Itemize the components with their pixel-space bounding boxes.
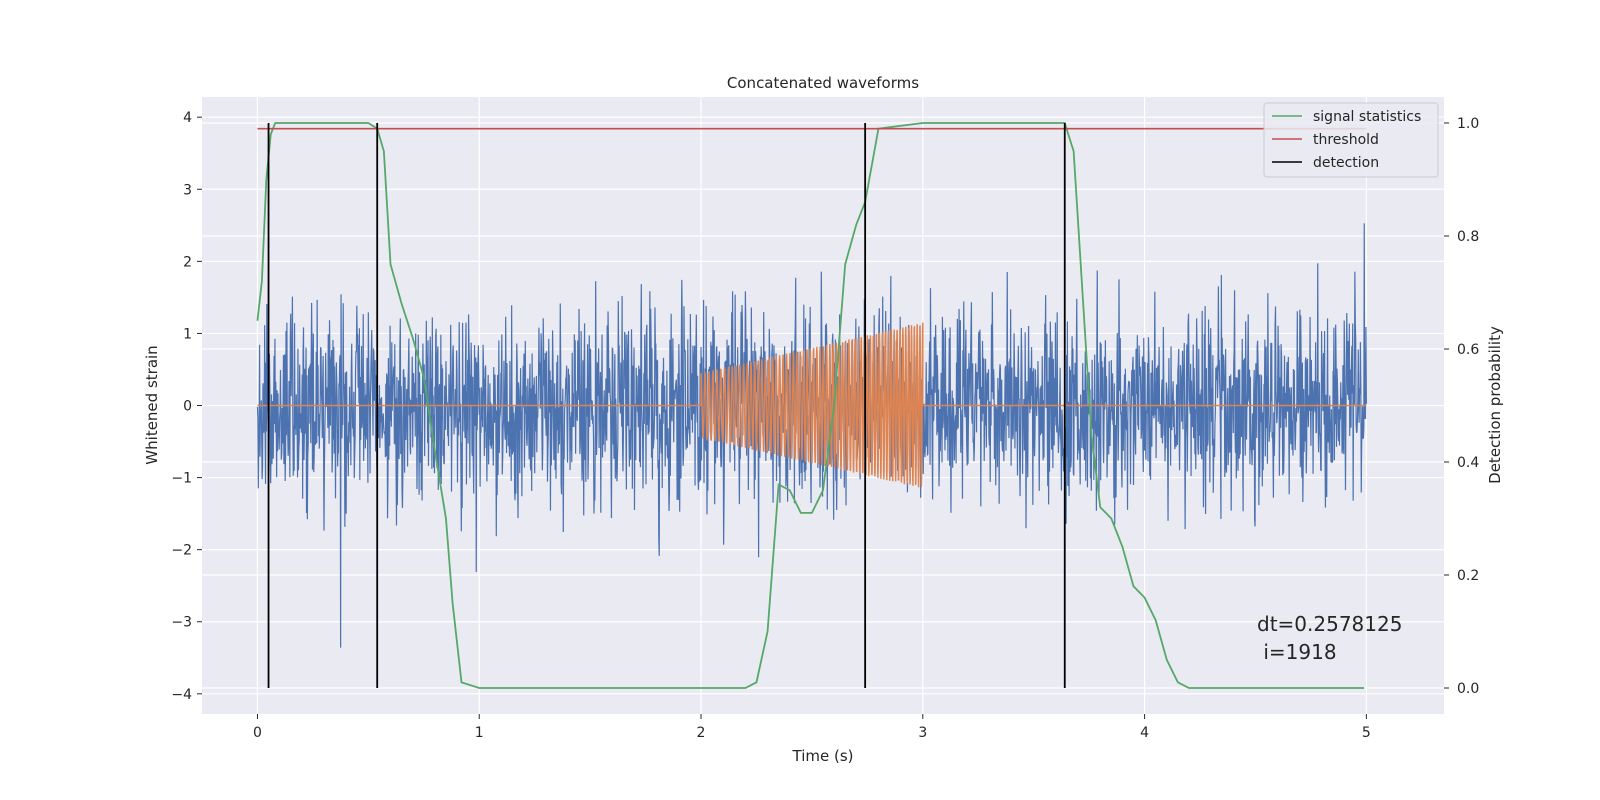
injected-signal-line	[257, 322, 1367, 488]
annotation-text: dt=0.2578125 i=1918	[1257, 612, 1402, 664]
x-tick-label: 1	[475, 725, 484, 741]
legend-box	[1263, 102, 1439, 178]
y-tick-label: 1	[183, 326, 192, 342]
signal-statistics-line	[256, 122, 1365, 689]
injected-signal-trace	[257, 322, 1367, 488]
y2-tick-label: 1.0	[1457, 116, 1479, 132]
y-tick-label: −4	[171, 687, 192, 703]
noise-trace	[256, 223, 1367, 648]
y2-tick-label: 0.2	[1457, 568, 1479, 584]
x-tick-label: 3	[918, 725, 927, 741]
y-axis-label: Whitened strain	[143, 345, 161, 464]
y2-tick-label: 0.4	[1457, 455, 1479, 471]
legend-label-signal-statistics: signal statistics	[1313, 109, 1421, 125]
axis-ticks: 0 1 2 3 4 5 −4 −3 −2 −1 0 1 2 3 4 0.0 0.2 0.4 0.6 0.8 1.0	[171, 110, 1479, 741]
y-tick-label: 3	[183, 182, 192, 198]
x-tick-label: 5	[1362, 725, 1371, 741]
legend-label-threshold: threshold	[1313, 132, 1379, 148]
y2-tick-label: 0.6	[1457, 342, 1479, 358]
probability-lines	[256, 122, 1367, 689]
y2-tick-label: 0.8	[1457, 229, 1479, 245]
x-tick-label: 4	[1140, 725, 1149, 741]
y-tick-label: 0	[183, 399, 192, 415]
y-tick-label: −1	[171, 471, 192, 487]
annotation-line: dt=0.2578125	[1257, 612, 1402, 636]
legend: signal statistics threshold detection	[1263, 102, 1439, 178]
y-tick-label: 4	[183, 110, 192, 126]
chart-title: Concatenated waveforms	[727, 74, 919, 92]
y-tick-label: −2	[171, 543, 192, 559]
noise-line	[256, 223, 1367, 648]
x-axis-label: Time (s)	[792, 747, 854, 765]
y2-axis-label: Detection probability	[1486, 326, 1504, 484]
y-tick-label: −3	[171, 615, 192, 631]
x-tick-label: 2	[697, 725, 706, 741]
legend-label-detection: detection	[1313, 155, 1379, 171]
annotation-line: i=1918	[1257, 640, 1337, 664]
x-tick-label: 0	[253, 725, 262, 741]
y-tick-label: 2	[183, 254, 192, 270]
y2-tick-label: 0.0	[1457, 681, 1479, 697]
